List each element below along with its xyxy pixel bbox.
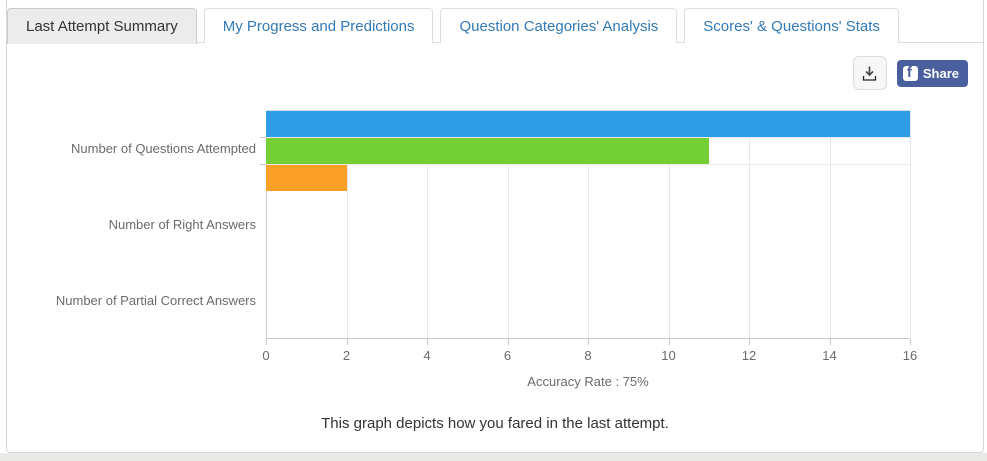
x-tick-mark xyxy=(829,339,831,345)
download-icon xyxy=(861,65,878,82)
tab-question-categories-analysis[interactable]: Question Categories' Analysis xyxy=(440,8,678,43)
plot-area xyxy=(260,110,911,339)
bars-layer xyxy=(260,111,910,191)
gridline-vertical xyxy=(427,111,428,338)
chart-caption: This graph depicts how you fared in the … xyxy=(321,415,669,432)
x-tick-mark xyxy=(507,339,509,345)
x-tick-mark xyxy=(749,339,750,345)
category-label: Number of Questions Attempted xyxy=(71,140,256,156)
x-tick-mark xyxy=(266,339,267,345)
x-axis-title: Accuracy Rate : 75% xyxy=(527,374,649,389)
bar-chart: Number of Questions Attempted Number of R… xyxy=(7,0,983,452)
category-labels: Number of Questions Attempted Number of R… xyxy=(7,110,256,339)
y-tick-mark xyxy=(260,137,266,138)
tab-my-progress-and-predictions[interactable]: My Progress and Predictions xyxy=(203,8,434,43)
x-tick-label: 12 xyxy=(741,348,757,363)
page-background-strip xyxy=(0,453,987,461)
x-tick-label: 14 xyxy=(822,348,837,363)
y-tick-mark xyxy=(260,164,266,165)
gridline-vertical xyxy=(507,111,509,338)
x-axis-ticks xyxy=(266,339,911,345)
bar-1 xyxy=(266,111,910,137)
chart-row xyxy=(260,111,910,138)
gridline-vertical xyxy=(266,111,267,338)
gridline-vertical xyxy=(829,111,831,338)
category-label: Number of Right Answers xyxy=(108,216,256,232)
x-tick-mark xyxy=(910,339,911,345)
gridline-vertical xyxy=(346,111,348,338)
bar-2 xyxy=(266,138,709,164)
x-tick-mark xyxy=(588,339,589,345)
tab-last-attempt-summary[interactable]: Last Attempt Summary xyxy=(7,8,197,44)
x-tick-label: 8 xyxy=(584,348,592,363)
x-tick-mark xyxy=(668,339,670,345)
share-button-label: Share xyxy=(922,65,959,81)
chart-toolbar: f Share xyxy=(852,56,968,90)
x-tick-label: 4 xyxy=(423,348,431,363)
x-tick-label: 16 xyxy=(902,348,918,363)
x-tick-label: 10 xyxy=(661,348,676,363)
facebook-share-button[interactable]: f Share xyxy=(896,59,968,87)
tab-bar: Last Attempt Summary My Progress and Pre… xyxy=(7,8,983,44)
gridline-vertical xyxy=(749,111,750,338)
chart-row xyxy=(266,165,910,191)
chart-row xyxy=(260,138,910,165)
category-label: Number of Partial Correct Answers xyxy=(55,293,256,309)
x-tick-label: 6 xyxy=(503,348,512,363)
x-tick-label: 2 xyxy=(342,348,351,363)
x-tick-label: 0 xyxy=(262,348,270,363)
last-attempt-panel: Last Attempt Summary My Progress and Pre… xyxy=(6,0,984,453)
gridline-vertical xyxy=(588,111,589,338)
x-tick-mark xyxy=(427,339,428,345)
gridline-vertical xyxy=(668,111,670,338)
gridline-vertical xyxy=(910,111,911,338)
facebook-icon: f xyxy=(902,65,918,81)
tab-scores-and-questions-stats[interactable]: Scores' & Questions' Stats xyxy=(684,8,899,43)
x-axis-tick-labels: 0 2 4 6 8 10 12 14 16 xyxy=(262,348,917,364)
x-tick-mark xyxy=(346,339,348,345)
bar-3 xyxy=(266,165,347,191)
download-button[interactable] xyxy=(852,56,887,90)
